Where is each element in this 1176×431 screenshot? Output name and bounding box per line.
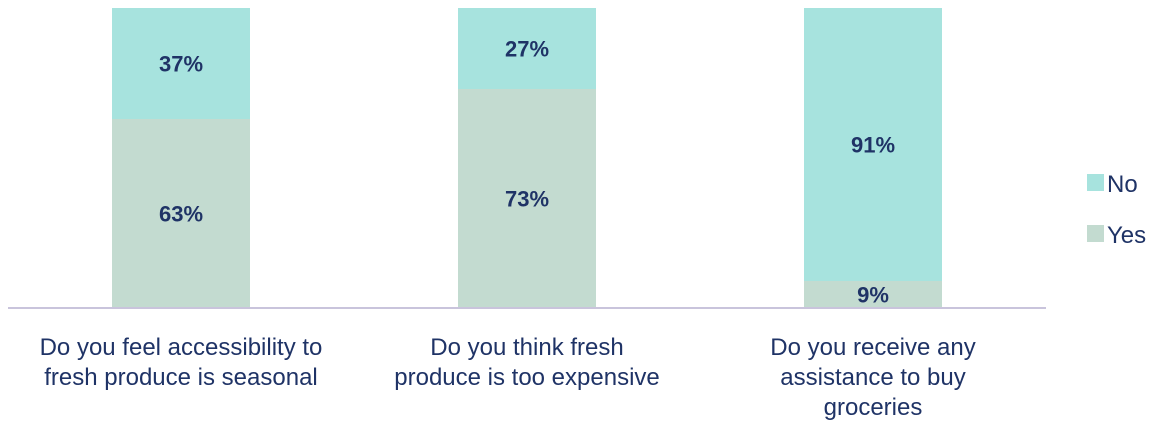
category-label-line: groceries [824, 394, 923, 421]
category-label-1: Do you feel accessibility to fresh produc… [40, 334, 323, 391]
legend-swatch-yes [1087, 225, 1104, 242]
data-label-no-3: 91% [851, 133, 895, 158]
data-label-yes-2: 73% [505, 187, 549, 212]
category-labels: Do you feel accessibility to fresh produc… [40, 334, 976, 421]
category-label-line: Do you feel accessibility to [40, 334, 323, 361]
data-label-yes-3: 9% [857, 283, 889, 308]
legend: No Yes [1087, 171, 1146, 249]
legend-label-no: No [1107, 171, 1138, 198]
data-label-yes-1: 63% [159, 202, 203, 227]
bar-yes-2 [458, 89, 596, 308]
bar-no-2 [458, 8, 596, 89]
bar-no-3 [804, 8, 942, 281]
data-label-no-2: 27% [505, 37, 549, 62]
data-label-no-1: 37% [159, 52, 203, 77]
category-label-line: assistance to buy [780, 364, 965, 391]
category-label-line: Do you think fresh [430, 334, 623, 361]
bar-no-1 [112, 8, 250, 119]
bars-group: 63% 37% 73% 27% 9% 91% [112, 8, 942, 308]
category-label-line: Do you receive any [770, 334, 975, 361]
legend-swatch-no [1087, 174, 1104, 191]
category-label-line: fresh produce is seasonal [44, 364, 318, 391]
bar-yes-1 [112, 119, 250, 308]
category-label-line: produce is too expensive [394, 364, 660, 391]
category-label-3: Do you receive any assistance to buy groce… [770, 334, 975, 421]
category-label-2: Do you think fresh produce is too expensi… [394, 334, 660, 391]
bar-yes-3 [804, 281, 942, 308]
legend-label-yes: Yes [1107, 222, 1146, 249]
